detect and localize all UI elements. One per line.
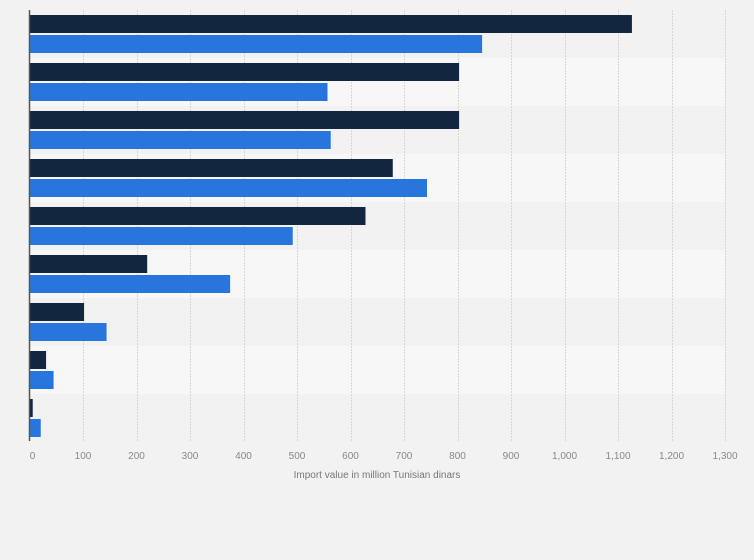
x-tick-label: 1,100 (605, 451, 630, 462)
x-tick-label: 0 (30, 451, 36, 462)
x-tick-label: 400 (235, 451, 252, 462)
bar-series-1 (29, 303, 85, 321)
bar-series-2 (29, 275, 231, 293)
bar-series-1 (29, 207, 366, 225)
bar-series-1 (29, 255, 148, 273)
x-tick-label: 500 (289, 451, 306, 462)
row-band (29, 394, 725, 441)
x-tick-label: 300 (182, 451, 199, 462)
bar-series-2 (29, 179, 428, 197)
bar-series-1 (29, 15, 632, 33)
bar-series-2 (29, 323, 107, 341)
bar-series-1 (29, 351, 47, 369)
x-tick-label: 1,200 (659, 451, 684, 462)
bar-series-2 (29, 83, 328, 101)
x-tick-label: 600 (342, 451, 359, 462)
bar-series-2 (29, 35, 483, 53)
bar-series-1 (29, 399, 33, 417)
x-tick-label: 700 (396, 451, 413, 462)
x-tick-label: 1,300 (712, 451, 737, 462)
row-band (29, 298, 725, 346)
x-axis-tick-labels: 0 100 200 300 400 500 600 700 800 900 1,000 1,100 1,… (30, 451, 738, 462)
x-tick-label: 800 (449, 451, 466, 462)
bar-series-2 (29, 371, 54, 389)
x-tick-label: 900 (503, 451, 520, 462)
row-band (29, 346, 725, 394)
bar-series-2 (29, 419, 41, 437)
bar-series-2 (29, 131, 331, 149)
x-tick-label: 100 (75, 451, 92, 462)
bar-series-1 (29, 159, 393, 177)
row-bands (29, 10, 725, 441)
bars (29, 15, 632, 437)
bar-series-1 (29, 111, 460, 129)
bar-series-2 (29, 227, 293, 245)
bar-series-1 (29, 63, 460, 81)
x-tick-label: 1,000 (552, 451, 577, 462)
x-axis-title: Import value in million Tunisian dinars (294, 470, 461, 481)
x-tick-label: 200 (128, 451, 145, 462)
